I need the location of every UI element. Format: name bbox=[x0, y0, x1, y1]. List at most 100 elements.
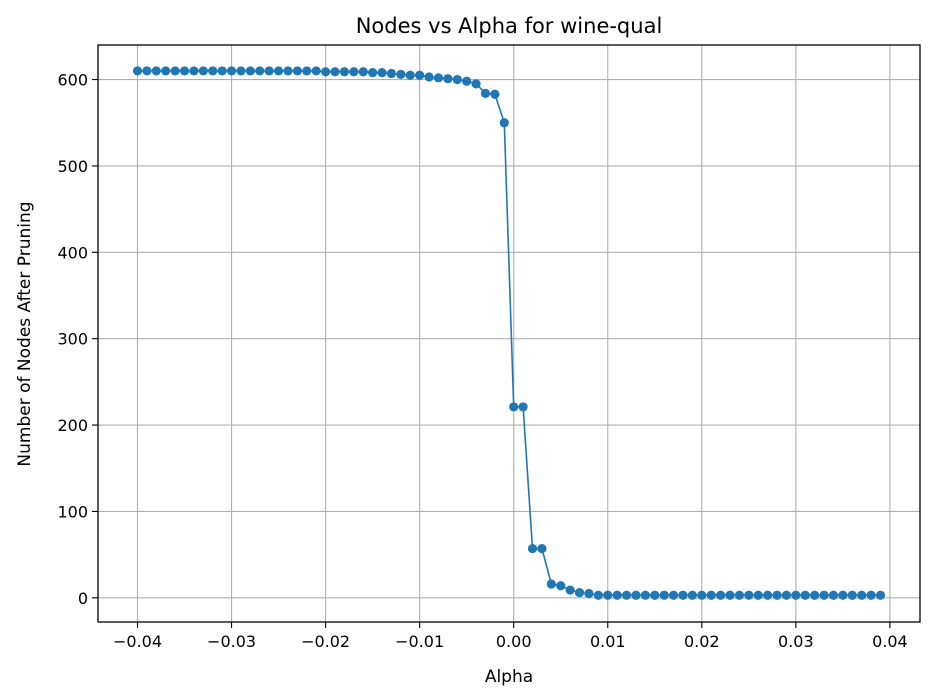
data-point bbox=[273, 66, 284, 76]
x-axis-label: Alpha bbox=[485, 667, 533, 687]
data-point bbox=[386, 68, 397, 79]
data-point bbox=[518, 402, 528, 412]
data-point bbox=[330, 67, 340, 77]
data-point bbox=[245, 66, 255, 76]
data-point bbox=[631, 590, 641, 600]
data-point bbox=[255, 66, 265, 76]
data-point bbox=[668, 590, 679, 600]
data-point bbox=[819, 590, 829, 600]
y-axis-ticks: 0 100 200 300 400 500 600 bbox=[57, 71, 98, 608]
data-point bbox=[349, 67, 359, 77]
data-point bbox=[659, 590, 669, 600]
data-point bbox=[480, 88, 491, 98]
data-point bbox=[377, 68, 387, 78]
x-tick-label: 0.04 bbox=[872, 632, 908, 651]
data-point bbox=[424, 72, 434, 82]
data-point bbox=[612, 590, 622, 600]
data-point bbox=[593, 590, 603, 600]
data-point bbox=[753, 590, 763, 600]
data-point bbox=[800, 590, 810, 600]
data-point bbox=[217, 66, 227, 76]
data-point bbox=[405, 70, 415, 80]
data-point bbox=[415, 70, 425, 80]
data-point bbox=[687, 590, 697, 600]
data-point bbox=[857, 590, 867, 600]
x-tick-label: −0.01 bbox=[395, 632, 444, 651]
x-axis-ticks: −0.04 −0.03 −0.02 −0.01 0.00 0.01 0.02 0.03 0.04 bbox=[113, 622, 908, 651]
data-point bbox=[875, 590, 886, 600]
data-point bbox=[198, 66, 208, 76]
data-point bbox=[678, 590, 688, 600]
data-point bbox=[311, 66, 321, 76]
data-point bbox=[781, 590, 792, 600]
data-point bbox=[574, 588, 585, 598]
data-point bbox=[292, 66, 302, 76]
data-point bbox=[621, 590, 632, 600]
data-point bbox=[772, 590, 782, 600]
data-point bbox=[142, 66, 152, 76]
data-point bbox=[151, 66, 161, 76]
data-point bbox=[189, 66, 199, 76]
data-point bbox=[236, 66, 246, 76]
y-tick-label: 600 bbox=[57, 71, 88, 90]
data-point bbox=[725, 590, 735, 600]
data-point bbox=[866, 590, 876, 600]
x-tick-label: −0.03 bbox=[207, 632, 256, 651]
data-point bbox=[161, 66, 171, 76]
y-tick-label: 100 bbox=[57, 502, 88, 521]
data-point bbox=[706, 590, 716, 600]
y-axis-label: Number of Nodes After Pruning bbox=[15, 201, 35, 466]
data-point bbox=[828, 590, 839, 600]
x-tick-label: −0.04 bbox=[113, 632, 162, 651]
data-point bbox=[584, 588, 594, 599]
data-point bbox=[443, 74, 453, 84]
data-point bbox=[810, 590, 820, 600]
data-point bbox=[368, 68, 378, 78]
data-point bbox=[650, 590, 660, 600]
y-tick-label: 300 bbox=[57, 330, 88, 349]
data-points bbox=[132, 66, 886, 600]
data-point bbox=[208, 66, 218, 76]
data-point bbox=[565, 585, 575, 595]
x-tick-label: 0.03 bbox=[778, 632, 814, 651]
x-tick-label: 0.01 bbox=[590, 632, 626, 651]
data-point bbox=[527, 543, 538, 554]
data-point bbox=[791, 590, 801, 600]
data-point bbox=[452, 74, 462, 85]
data-point bbox=[179, 66, 190, 76]
data-point bbox=[339, 67, 350, 77]
data-point bbox=[462, 76, 472, 86]
data-point bbox=[847, 590, 857, 600]
data-point bbox=[471, 79, 481, 89]
data-point bbox=[537, 543, 547, 554]
data-point bbox=[603, 590, 613, 600]
data-point bbox=[734, 590, 745, 600]
chart-title: Nodes vs Alpha for wine-qual bbox=[356, 14, 663, 38]
data-point bbox=[396, 69, 406, 79]
data-point bbox=[499, 118, 509, 128]
y-tick-label: 0 bbox=[78, 589, 88, 608]
data-point bbox=[697, 590, 707, 600]
x-tick-label: 0.02 bbox=[684, 632, 720, 651]
data-point bbox=[744, 590, 754, 600]
data-point bbox=[763, 590, 773, 600]
data-point bbox=[546, 579, 556, 589]
data-point bbox=[640, 590, 650, 600]
x-tick-label: −0.02 bbox=[301, 632, 350, 651]
data-point bbox=[132, 66, 143, 76]
data-point bbox=[264, 66, 274, 76]
data-point bbox=[358, 67, 368, 77]
y-tick-label: 400 bbox=[57, 243, 88, 262]
data-point bbox=[490, 89, 500, 99]
data-point bbox=[321, 67, 331, 77]
data-point bbox=[170, 66, 180, 76]
data-point bbox=[509, 402, 519, 412]
data-point bbox=[302, 66, 312, 76]
data-point bbox=[838, 590, 848, 600]
x-tick-label: 0.00 bbox=[496, 632, 532, 651]
data-point bbox=[433, 73, 444, 83]
y-tick-label: 200 bbox=[57, 416, 88, 435]
data-point bbox=[716, 590, 726, 600]
